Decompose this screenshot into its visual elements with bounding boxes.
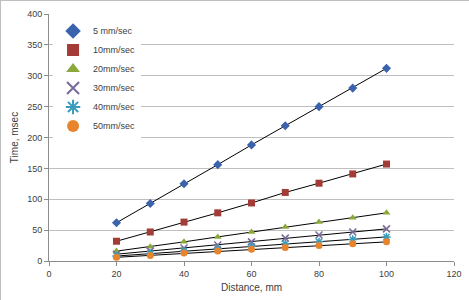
svg-text:100: 100 — [379, 269, 394, 279]
svg-text:300: 300 — [27, 71, 42, 81]
svg-text:40mm/sec: 40mm/sec — [93, 102, 135, 112]
svg-text:120: 120 — [446, 269, 461, 279]
svg-text:5 mm/sec: 5 mm/sec — [93, 26, 133, 36]
svg-text:80: 80 — [314, 269, 324, 279]
svg-text:100: 100 — [27, 194, 42, 204]
svg-text:20mm/sec: 20mm/sec — [93, 64, 135, 74]
svg-text:400: 400 — [27, 9, 42, 19]
svg-text:350: 350 — [27, 40, 42, 50]
svg-text:150: 150 — [27, 164, 42, 174]
svg-text:20: 20 — [111, 269, 121, 279]
svg-text:250: 250 — [27, 102, 42, 112]
svg-text:0: 0 — [37, 256, 42, 266]
svg-text:10mm/sec: 10mm/sec — [93, 45, 135, 55]
svg-text:40: 40 — [179, 269, 189, 279]
svg-text:50mm/sec: 50mm/sec — [93, 121, 135, 131]
svg-text:50: 50 — [32, 225, 42, 235]
svg-text:200: 200 — [27, 133, 42, 143]
svg-text:Time, msec: Time, msec — [9, 112, 20, 163]
svg-text:Distance, mm: Distance, mm — [221, 282, 282, 293]
svg-text:30mm/sec: 30mm/sec — [93, 83, 135, 93]
svg-text:60: 60 — [246, 269, 256, 279]
svg-text:0: 0 — [46, 269, 51, 279]
